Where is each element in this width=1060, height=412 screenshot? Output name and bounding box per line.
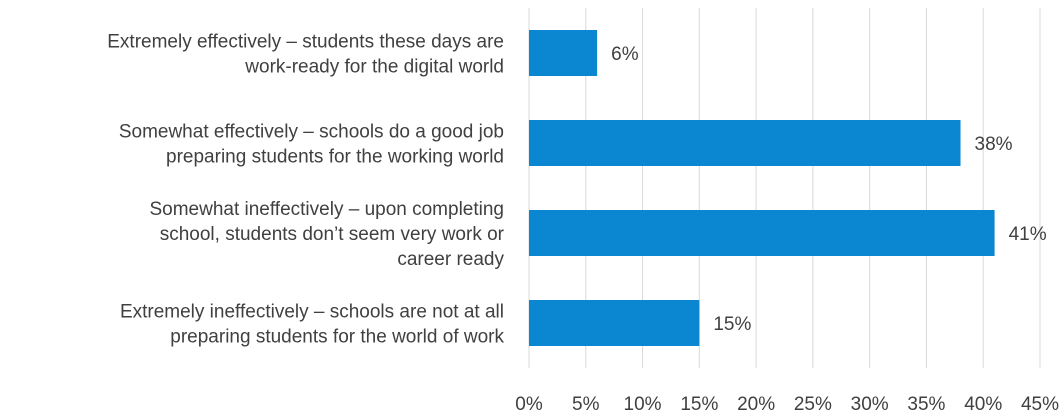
category-label: Somewhat effectively – schools do a good…	[119, 122, 504, 143]
category-label: Somewhat ineffectively – upon completing	[149, 199, 504, 220]
category-label: work-ready for the digital world	[244, 57, 504, 78]
data-label: 41%	[1009, 224, 1047, 245]
x-tick-label: 40%	[964, 394, 1002, 412]
bar	[529, 30, 598, 76]
x-tick-label: 10%	[624, 394, 662, 412]
x-tick-label: 0%	[515, 394, 543, 412]
x-tick-label: 35%	[907, 394, 945, 412]
bar	[529, 120, 961, 166]
x-tick-label: 15%	[680, 394, 718, 412]
bar	[529, 210, 995, 256]
data-label: 6%	[611, 44, 639, 65]
bar	[529, 300, 700, 346]
x-tick-label: 20%	[737, 394, 775, 412]
category-label: Extremely ineffectively – schools are no…	[120, 302, 504, 323]
x-tick-label: 30%	[851, 394, 889, 412]
category-label: career ready	[397, 249, 504, 270]
category-label: school, students don’t seem very work or	[160, 224, 505, 245]
x-tick-label: 45%	[1021, 394, 1059, 412]
category-label: preparing students for the world of work	[170, 327, 504, 348]
category-label: preparing students for the working world	[166, 147, 504, 168]
data-label: 38%	[975, 134, 1013, 155]
x-tick-label: 5%	[572, 394, 600, 412]
category-label: Extremely effectively – students these d…	[107, 32, 504, 53]
x-tick-label: 25%	[794, 394, 832, 412]
data-label: 15%	[713, 314, 751, 335]
